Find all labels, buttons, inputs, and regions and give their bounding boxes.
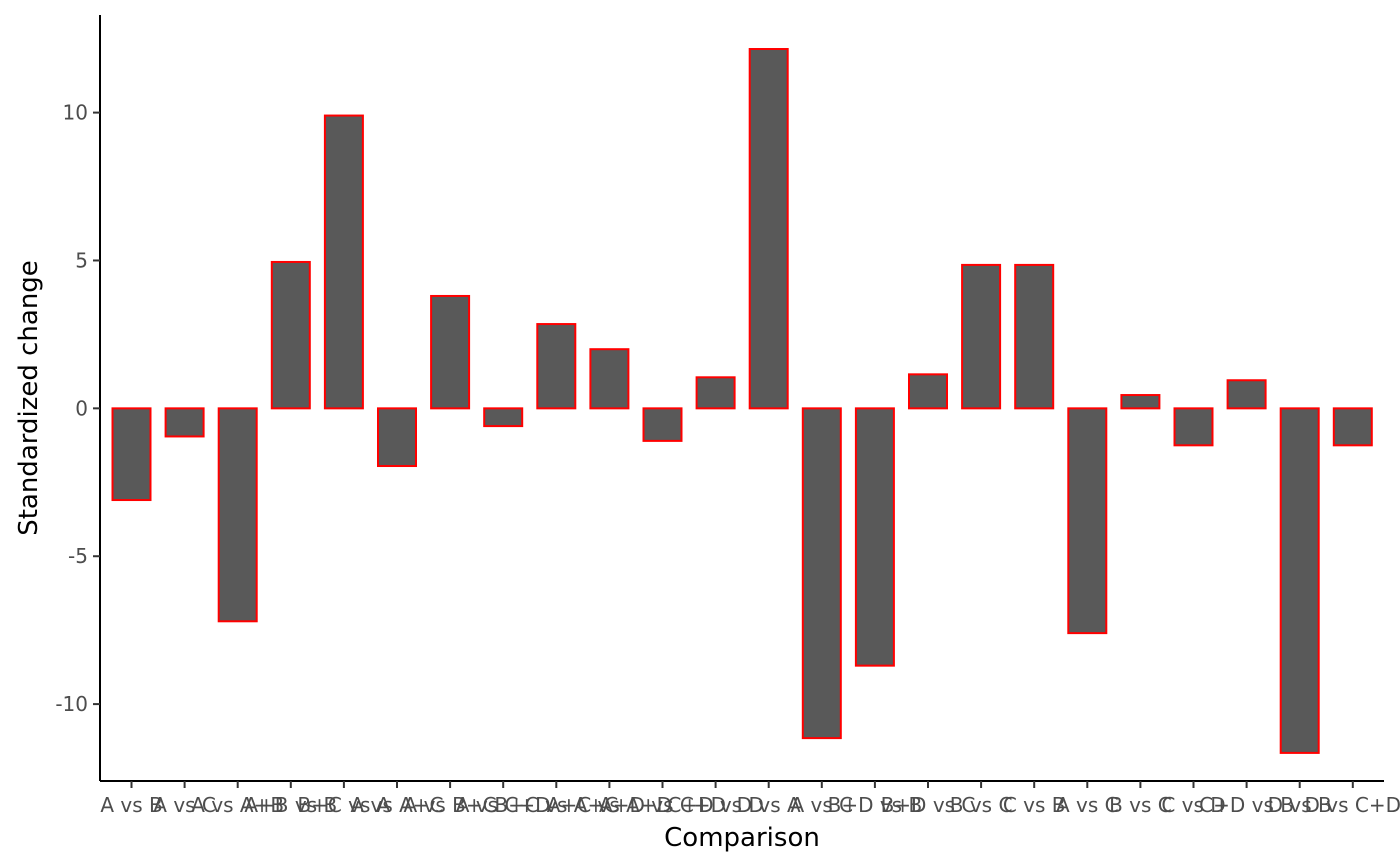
x-tick-label: C+D vs B	[1199, 793, 1294, 817]
bar	[483, 407, 524, 428]
bar	[908, 373, 948, 410]
x-tick-label: D vs A	[737, 793, 801, 817]
x-tick-label: A vs C	[1056, 793, 1119, 817]
bar	[1067, 407, 1108, 635]
bar	[748, 48, 789, 410]
bars-group	[111, 48, 1373, 754]
y-tick-label: -5	[68, 544, 88, 568]
x-tick-label: A+C vs A+D	[547, 793, 672, 817]
y-tick-label: 5	[75, 248, 88, 272]
y-tick-label: 10	[63, 101, 88, 125]
bar	[695, 376, 736, 410]
bar	[1332, 407, 1373, 447]
bar	[164, 407, 205, 438]
x-tick-label: C+D vs D	[667, 793, 764, 817]
x-tick-label: A vs C+D	[456, 793, 551, 817]
x-tick-label: B vs C	[950, 793, 1013, 817]
bar	[1014, 263, 1055, 410]
x-tick-label: A vs C	[153, 793, 216, 817]
bar	[111, 407, 152, 502]
y-axis-title: Standardized change	[14, 260, 44, 536]
bar	[1120, 394, 1161, 410]
bar	[854, 407, 895, 667]
bar	[589, 348, 630, 410]
bar	[1226, 379, 1267, 410]
bar	[270, 260, 311, 410]
x-tick-label: A vs B	[100, 793, 162, 817]
bar	[217, 407, 258, 623]
x-tick-label: A+D vs C+D	[599, 793, 726, 817]
x-tick-label: D vs C+D	[1305, 793, 1400, 817]
x-tick-label: A vs A+B	[191, 793, 284, 817]
x-tick-label: A vs C	[790, 793, 853, 817]
y-tick-label: -10	[55, 692, 88, 716]
bar	[323, 114, 364, 410]
bar	[1279, 407, 1320, 754]
bar	[801, 407, 842, 740]
x-tick-label: D vs B	[1268, 793, 1332, 817]
x-ticks-group: A vs BA vs CA vs A+BA+B vs BB+C vs AA vs…	[100, 781, 1400, 817]
bar	[1173, 407, 1214, 447]
bar	[642, 407, 683, 442]
bar	[377, 407, 417, 468]
x-tick-label: A+B vs B	[244, 793, 337, 817]
x-tick-label: B vs C	[1109, 793, 1172, 817]
x-tick-label: B+C vs A	[297, 793, 390, 817]
bar	[430, 294, 471, 410]
x-tick-label: C vs D	[1161, 793, 1225, 817]
bar	[961, 263, 1002, 410]
bar	[536, 323, 577, 410]
x-tick-label: B+D vs B	[828, 793, 923, 817]
x-tick-label: C vs B	[1003, 793, 1066, 817]
x-tick-label: A vs A+C	[350, 793, 443, 817]
x-tick-label: B+D vs C	[881, 793, 976, 817]
y-tick-label: 0	[75, 396, 88, 420]
x-axis-title: Comparison	[664, 823, 820, 853]
y-ticks-group: 10 5 0 -5 -10	[55, 101, 100, 716]
x-tick-label: A vs B+C	[404, 793, 497, 817]
x-tick-label: B+C vs A+C	[494, 793, 618, 817]
